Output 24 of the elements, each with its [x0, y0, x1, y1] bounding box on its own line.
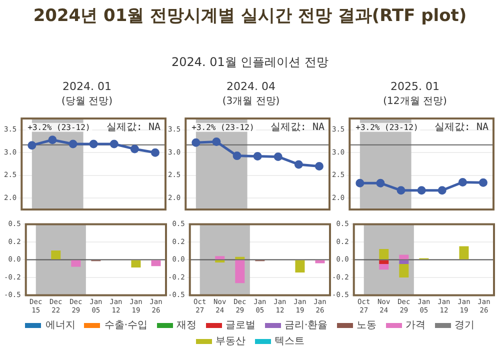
chart-subtitle: (12개월 전망): [382, 95, 448, 108]
legend-label: 부동산: [216, 336, 246, 347]
legend-label: 수출·수입: [104, 320, 148, 331]
text: 2024년 01월 전망시계별 실시간 전망 결과(RTF plot): [32, 5, 468, 27]
legend-label: 금리·환율: [284, 320, 328, 331]
ref-line-label: +3.2% (23-12): [356, 122, 418, 132]
annotation: 실제값: NA: [434, 122, 488, 134]
legend-label: 텍스트: [274, 336, 304, 347]
chart-title: 2024. 04: [226, 80, 276, 93]
chart-title: 2024. 01: [62, 80, 112, 93]
ref-line-label: +3.2% (23-12): [28, 122, 90, 132]
legend-label: 글로벌: [226, 320, 256, 331]
annotation: 실제값: NA: [270, 122, 324, 134]
legend-label: 경기: [454, 320, 475, 331]
chart-subtitle: (당월 전망): [60, 95, 114, 108]
legend-label: 재정: [176, 320, 196, 331]
chart-subtitle: (3개월 전망): [221, 95, 281, 108]
text: 2024. 01월 인플레이션 전망: [170, 54, 330, 71]
legend-label: 노동: [356, 320, 377, 331]
ref-line-label: +3.2% (23-12): [192, 122, 254, 132]
legend-label: 에너지: [45, 320, 76, 331]
legend-label: 가격: [406, 320, 426, 331]
annotation: 실제값: NA: [106, 122, 160, 134]
chart-title: 2025. 01: [390, 80, 440, 93]
